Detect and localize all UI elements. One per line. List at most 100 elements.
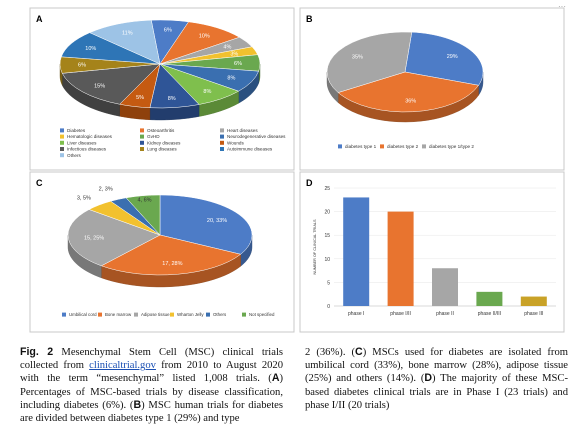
legend-a-swatch-lung-diseases <box>140 147 144 151</box>
pie-a-label-osteoarthritis: 10% <box>199 34 210 40</box>
panel-c-letter: C <box>36 178 43 188</box>
legend-c-swatch-adipose-tissue <box>134 312 138 317</box>
legend-c-swatch-others <box>206 312 210 317</box>
caption-text-2: from 2010 to August 2020 with the term “… <box>20 360 284 385</box>
caption-left-column: Fig. 2 Mesenchymal Stem Cell (MSC) clini… <box>20 346 283 425</box>
bar-chart-trial-phase: 0 5 10 15 20 25 NUMBER OF CLINICAL TRIALS phase… <box>313 186 556 317</box>
caption-ref-b: B <box>133 398 142 411</box>
legend-a-entry-osteoarthritis: Osteoarthritis <box>147 128 175 133</box>
pie-a-label-infectious-diseases: 15% <box>94 84 105 90</box>
bar-d-ytick-20: 20 <box>324 210 330 216</box>
caption-ref-c: C <box>355 346 363 358</box>
panel-d-letter: D <box>306 178 313 188</box>
pie-c-label-wharton-jelly: 3, 5% <box>77 195 91 201</box>
pie-chart-diabetes-type: 29% 36% 35% <box>326 31 484 123</box>
pie-c-label-bone-marrow: 17, 28% <box>162 261 182 267</box>
bar-d-xtick-phase-iii: phase III <box>524 311 543 317</box>
bar-d-bar-phase-i <box>343 197 370 306</box>
legend-a-entry-diabetes: Diabetes <box>67 128 86 133</box>
bar-d-xtick-phase-i: phase I <box>348 311 364 317</box>
pie-c-label-others: 2, 3% <box>99 187 113 193</box>
panel-a-letter: A <box>36 14 43 24</box>
legend-diabetes-type: diabetes type 1 diabetes type 2 diabetes t… <box>338 144 474 149</box>
pie-a-label-heart-diseases: 4% <box>223 45 231 51</box>
menu-dots[interactable]: ··· <box>558 2 566 11</box>
bar-d-xtick-phase-ii: phase II <box>436 311 454 317</box>
pie-a-slice-others <box>89 19 161 65</box>
bar-d-ytick-25: 25 <box>324 186 330 192</box>
legend-a-entry-hematologic-diseases: Hematologic diseases <box>67 134 113 139</box>
pie-a-label-kidney-diseases: 8% <box>168 96 176 102</box>
legend-b-swatch-diabetes-type-2 <box>380 144 384 149</box>
pie-c-label-adipose-tissue: 15, 25% <box>84 236 104 242</box>
caption-ref-a: A <box>271 372 280 385</box>
pie-c-slice-adipose-tissue <box>67 209 161 267</box>
legend-a-entry-infectious-diseases: Infectious diseases <box>67 147 107 152</box>
legend-a-entry-kidney-diseases: Kidney diseases <box>147 140 181 145</box>
bar-d-bar-phase-ii <box>432 268 458 306</box>
pie-a-slice-infectious-diseases <box>61 63 161 105</box>
panel-b-letter: B <box>306 14 313 24</box>
pie-a-label-others: 11% <box>122 31 133 37</box>
legend-a-swatch-diabetes <box>60 128 64 133</box>
pie-b-slice-diabetes-type-1-type-2 <box>326 31 413 93</box>
pie-c-label-umbilical-cord: 20, 33% <box>207 218 227 224</box>
legend-b-swatch-diabetes-type-1 <box>338 144 342 149</box>
legend-a-entry-autoimmune-diseases: Autoimmune diseases <box>227 147 273 152</box>
legend-disease: Diabetes Osteoarthritis Heart diseases Hema… <box>60 128 286 158</box>
bar-d-xtick-phase-i-ii: phase I/II <box>390 311 411 317</box>
legend-a-swatch-kidney-diseases <box>140 140 144 145</box>
legend-b-entry-diabetes-type-1: diabetes type 1 <box>345 144 377 149</box>
bar-d-bar-phase-iii <box>520 296 547 306</box>
legend-a-swatch-osteoarthritis <box>140 128 144 133</box>
legend-c-entry-others: Others <box>213 312 227 317</box>
legend-a-swatch-heart-diseases <box>220 128 224 133</box>
legend-a-entry-others: Others <box>67 153 81 158</box>
pie-b-label-diabetes-type-1: 29% <box>447 54 458 60</box>
bar-d-xtick-phase-ii-iii: phase II/III <box>478 311 501 317</box>
legend-a-entry-lung-diseases: Lung diseases <box>147 147 177 152</box>
panel-d-frame <box>299 171 565 333</box>
legend-c-swatch-umbilical-cord <box>62 312 66 317</box>
pie-b-slice-diabetes-type-1 <box>404 31 484 86</box>
caption-text-5: ) MSCs used for diabetes are isolated fr… <box>305 347 568 385</box>
legend-a-swatch-wounds <box>220 140 224 145</box>
caption-text-1: Mesenchymal Stem Cell (MSC) clinical tri… <box>20 347 284 372</box>
pie-c-slice-not-specified <box>125 194 161 236</box>
clinicaltrial-link[interactable]: clinicaltrial.gov <box>89 360 156 372</box>
legend-a-entry-heart-diseases: Heart diseases <box>227 128 258 133</box>
pie-chart-msc-source: 20, 33% 17, 28% 15, 25% 3, 5% 2, 3% 4, 6% <box>67 187 253 288</box>
legend-a-entry-liver-diseases: Liver diseases <box>67 140 97 145</box>
legend-a-swatch-liver-diseases <box>60 140 64 145</box>
pie-b-label-diabetes-type-2: 36% <box>405 99 416 105</box>
caption-right-column: 2 (36%). (C) MSCs used for diabetes are … <box>305 346 568 412</box>
pie-a-label-gvhd: 6% <box>234 61 242 67</box>
pie-a-label-liver-diseases: 8% <box>203 89 211 95</box>
legend-b-swatch-diabetes-type-1-type-2 <box>422 144 426 149</box>
legend-a-swatch-others <box>60 153 64 158</box>
legend-c-entry-umbilical-cord: Umbilical cord <box>69 312 97 317</box>
legend-a-swatch-infectious-diseases <box>60 147 64 151</box>
legend-c-entry-not-specified: Not specified <box>249 312 275 317</box>
caption-text-6: ) The majority of these MSC-based diabet… <box>305 373 568 411</box>
legend-c-swatch-bone-marrow <box>98 312 102 317</box>
legend-a-entry-wounds: Wounds <box>227 140 244 145</box>
pie-a-label-autoimmune-diseases: 10% <box>85 46 96 52</box>
caption-ref-d: D <box>424 372 432 385</box>
pie-b-label-diabetes-type-1-type-2: 35% <box>352 55 363 61</box>
legend-b-entry-diabetes-type-1-type-2: diabetes type 1/type 2 <box>429 144 474 149</box>
pie-c-label-not-specified: 4, 6% <box>137 198 151 204</box>
bar-d-ylabel: NUMBER OF CLINICAL TRIALS <box>313 219 317 275</box>
legend-c-entry-adipose-tissue: Adipose tissue <box>141 312 170 317</box>
bar-d-ytick-5: 5 <box>327 280 330 286</box>
pie-a-label-neurodegenerative-diseases: 8% <box>227 76 235 82</box>
legend-a-swatch-autoimmune-diseases <box>220 147 224 151</box>
pie-chart-disease: 6% 10% 4%3% 6% 8% 8% 8% 5% 15% 6% 10% 11% <box>59 19 261 121</box>
bar-d-ytick-15: 15 <box>324 233 330 239</box>
pie-c-slice-umbilical-cord <box>159 194 253 255</box>
legend-a-swatch-hematologic-diseases <box>60 134 64 139</box>
caption-text-3: ) Percentages of MSC-based trials by dis… <box>20 373 283 411</box>
legend-msc-source: Umbilical cord Bone marrow Adipose tissue W… <box>62 312 275 317</box>
bar-d-bar-phase-ii-iii <box>476 291 503 306</box>
